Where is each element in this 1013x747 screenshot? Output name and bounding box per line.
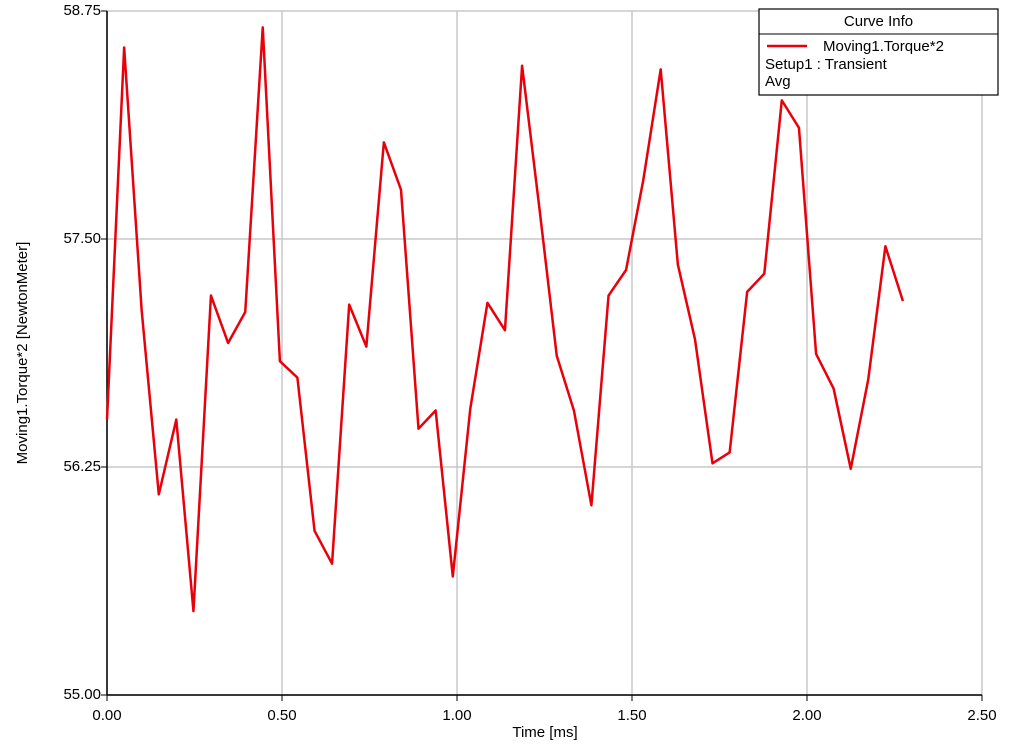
- x-tick-label: 1.50: [617, 707, 646, 724]
- x-tick-label: 0.00: [92, 707, 121, 724]
- legend-title: Curve Info: [844, 13, 913, 30]
- y-axis-label: Moving1.Torque*2 [NewtonMeter]: [14, 242, 31, 465]
- legend-note: Setup1 : Transient: [765, 56, 888, 73]
- legend-box: [758, 8, 999, 96]
- legend-label: Moving1.Torque*2: [823, 38, 944, 55]
- x-tick-label: 2.50: [967, 707, 996, 724]
- data-line: [105, 26, 905, 613]
- x-tick-label: 2.00: [792, 707, 821, 724]
- x-tick-label: 1.00: [442, 707, 471, 724]
- y-tick-label: 56.25: [63, 458, 101, 475]
- legend-note: Avg: [765, 73, 791, 90]
- y-tick-label: 55.00: [63, 686, 101, 703]
- y-tick-label: 58.75: [63, 2, 101, 19]
- x-tick-label: 0.50: [267, 707, 296, 724]
- x-axis-label: Time [ms]: [512, 724, 577, 741]
- y-tick-label: 57.50: [63, 230, 101, 247]
